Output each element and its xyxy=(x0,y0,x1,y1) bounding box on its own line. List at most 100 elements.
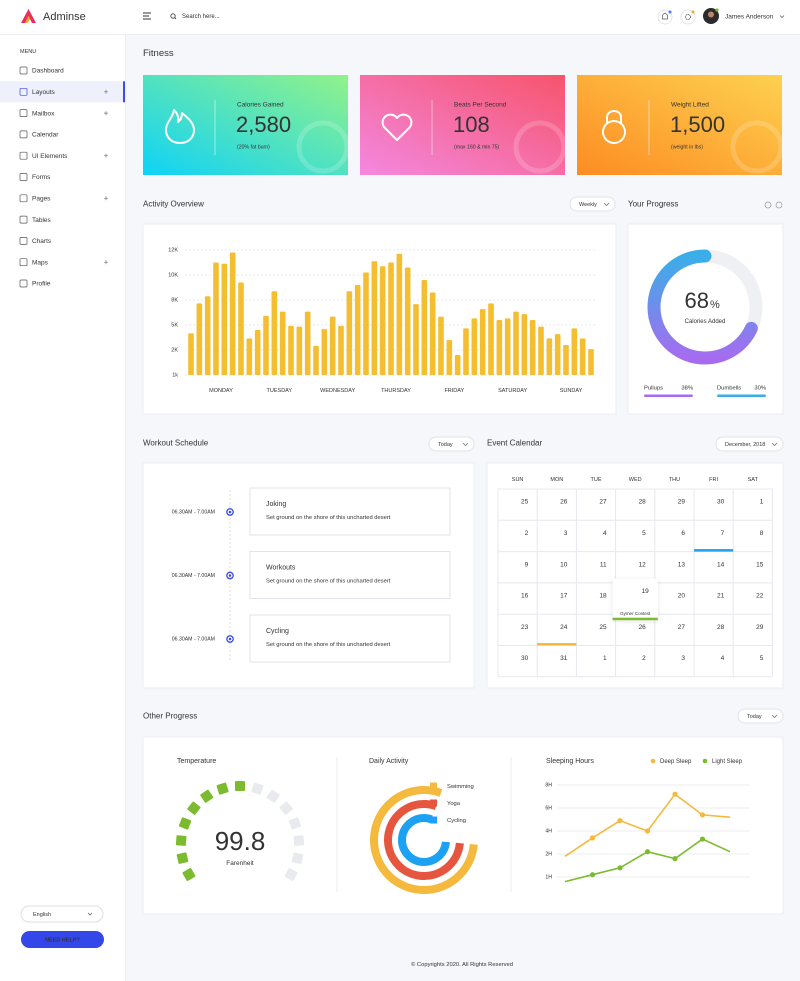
bar xyxy=(421,280,428,375)
filter-dropdown[interactable] xyxy=(569,196,616,212)
notifications-button[interactable] xyxy=(657,9,673,25)
bar xyxy=(238,282,244,375)
month-dropdown-label: December, 2018 xyxy=(725,442,765,448)
calendar-day[interactable] xyxy=(538,615,576,645)
legend-bar xyxy=(644,394,693,397)
menu-item[interactable]: Layouts xyxy=(32,89,56,96)
help-button[interactable] xyxy=(21,931,104,948)
calendar-day[interactable] xyxy=(616,521,654,551)
activity-ring xyxy=(398,814,450,866)
filter-dropdown[interactable] xyxy=(428,436,475,452)
card-action[interactable] xyxy=(775,201,783,209)
schedule-item xyxy=(249,614,451,663)
bar xyxy=(429,292,436,375)
bar xyxy=(204,296,211,375)
calendar-day[interactable] xyxy=(538,552,576,582)
calendar-day[interactable] xyxy=(655,646,693,676)
card-action[interactable] xyxy=(764,201,772,209)
calendar-day[interactable] xyxy=(695,583,733,613)
month-dropdown[interactable] xyxy=(715,436,784,452)
event-bar xyxy=(612,617,658,621)
filter-dropdown[interactable] xyxy=(737,708,784,724)
calendar-day[interactable] xyxy=(577,552,615,582)
schedule-item xyxy=(249,551,451,599)
calendar-day[interactable] xyxy=(734,646,772,676)
calendar-day[interactable] xyxy=(499,615,537,645)
timeline-dot-core xyxy=(228,637,232,641)
menu-icon xyxy=(19,66,28,75)
calendar-day[interactable] xyxy=(538,583,576,613)
x-tick-label: SATURDAY xyxy=(498,388,527,394)
calendar-day[interactable] xyxy=(734,552,772,582)
bar xyxy=(546,338,553,375)
calendar-day[interactable] xyxy=(655,615,693,645)
menu-item[interactable]: Tables xyxy=(32,217,52,224)
calendar-marker xyxy=(694,549,734,552)
calendar-day[interactable] xyxy=(577,490,615,520)
calendar-day[interactable] xyxy=(538,646,576,676)
calendar-day[interactable] xyxy=(695,521,733,551)
calendar-day[interactable] xyxy=(499,646,537,676)
calendar-day[interactable] xyxy=(655,583,693,613)
legend-value: 38% xyxy=(681,386,693,392)
sidebar xyxy=(0,0,125,981)
calendar-day[interactable] xyxy=(616,646,654,676)
user-name[interactable]: James Anderson xyxy=(725,14,774,21)
calendar-day[interactable] xyxy=(734,615,772,645)
calendar-day[interactable] xyxy=(734,521,772,551)
menu-icon xyxy=(19,130,28,139)
menu-icon xyxy=(19,173,28,181)
x-tick-label: MONDAY xyxy=(209,388,233,394)
bar xyxy=(188,333,194,375)
legend-dot xyxy=(650,758,656,764)
calendar-day[interactable] xyxy=(499,490,537,520)
calendar-day[interactable] xyxy=(734,490,772,520)
bar xyxy=(263,315,269,375)
expand-icon xyxy=(104,89,108,94)
filter-dropdown-label: Today xyxy=(438,442,453,448)
schedule-item xyxy=(249,487,451,536)
language-select[interactable] xyxy=(20,905,104,923)
bar xyxy=(321,329,328,375)
calendar-day[interactable] xyxy=(695,615,733,645)
menu-icon xyxy=(19,258,28,267)
calendar-day-number: 20 xyxy=(678,593,686,600)
calendar-day[interactable] xyxy=(538,490,576,520)
bar xyxy=(404,267,411,375)
calendar-day-number: 1 xyxy=(760,499,764,506)
calendar-day[interactable] xyxy=(734,583,772,613)
calendar-day[interactable] xyxy=(655,521,693,551)
menu-item[interactable]: Calendar xyxy=(32,132,59,139)
menu-item[interactable]: Maps xyxy=(32,259,49,266)
calendar-day[interactable] xyxy=(616,490,654,520)
calendar-day[interactable] xyxy=(655,490,693,520)
calendar-day[interactable] xyxy=(577,521,615,551)
menu-item[interactable]: Profile xyxy=(32,281,51,288)
calendar-day[interactable] xyxy=(499,552,537,582)
menu-item[interactable]: Pages xyxy=(32,196,51,203)
calendar-day[interactable] xyxy=(695,552,733,582)
weekday: FRI xyxy=(709,477,718,483)
calendar-day[interactable] xyxy=(695,646,733,676)
calendar-day[interactable] xyxy=(695,490,733,520)
bar xyxy=(463,328,469,375)
menu-item[interactable]: UI Elements xyxy=(32,153,68,160)
calendar-day[interactable] xyxy=(577,583,615,613)
calendar-day[interactable] xyxy=(577,646,615,676)
calendar-day[interactable] xyxy=(616,552,654,582)
stat-icon xyxy=(381,113,413,141)
menu-item[interactable]: Charts xyxy=(32,238,52,245)
bar xyxy=(396,253,403,375)
settings-button[interactable] xyxy=(680,9,696,25)
calendar-day[interactable] xyxy=(577,615,615,645)
bar xyxy=(446,340,453,375)
menu-item[interactable]: Dashboard xyxy=(32,68,64,75)
calendar-day[interactable] xyxy=(499,583,537,613)
menu-item[interactable]: Forms xyxy=(32,174,51,181)
calendar-day[interactable] xyxy=(655,552,693,582)
calendar-day[interactable] xyxy=(499,521,537,551)
menu-item[interactable]: Mailbox xyxy=(32,110,55,117)
event-popup[interactable] xyxy=(612,578,658,621)
calendar-day-number: 3 xyxy=(681,655,685,662)
calendar-day[interactable] xyxy=(538,521,576,551)
